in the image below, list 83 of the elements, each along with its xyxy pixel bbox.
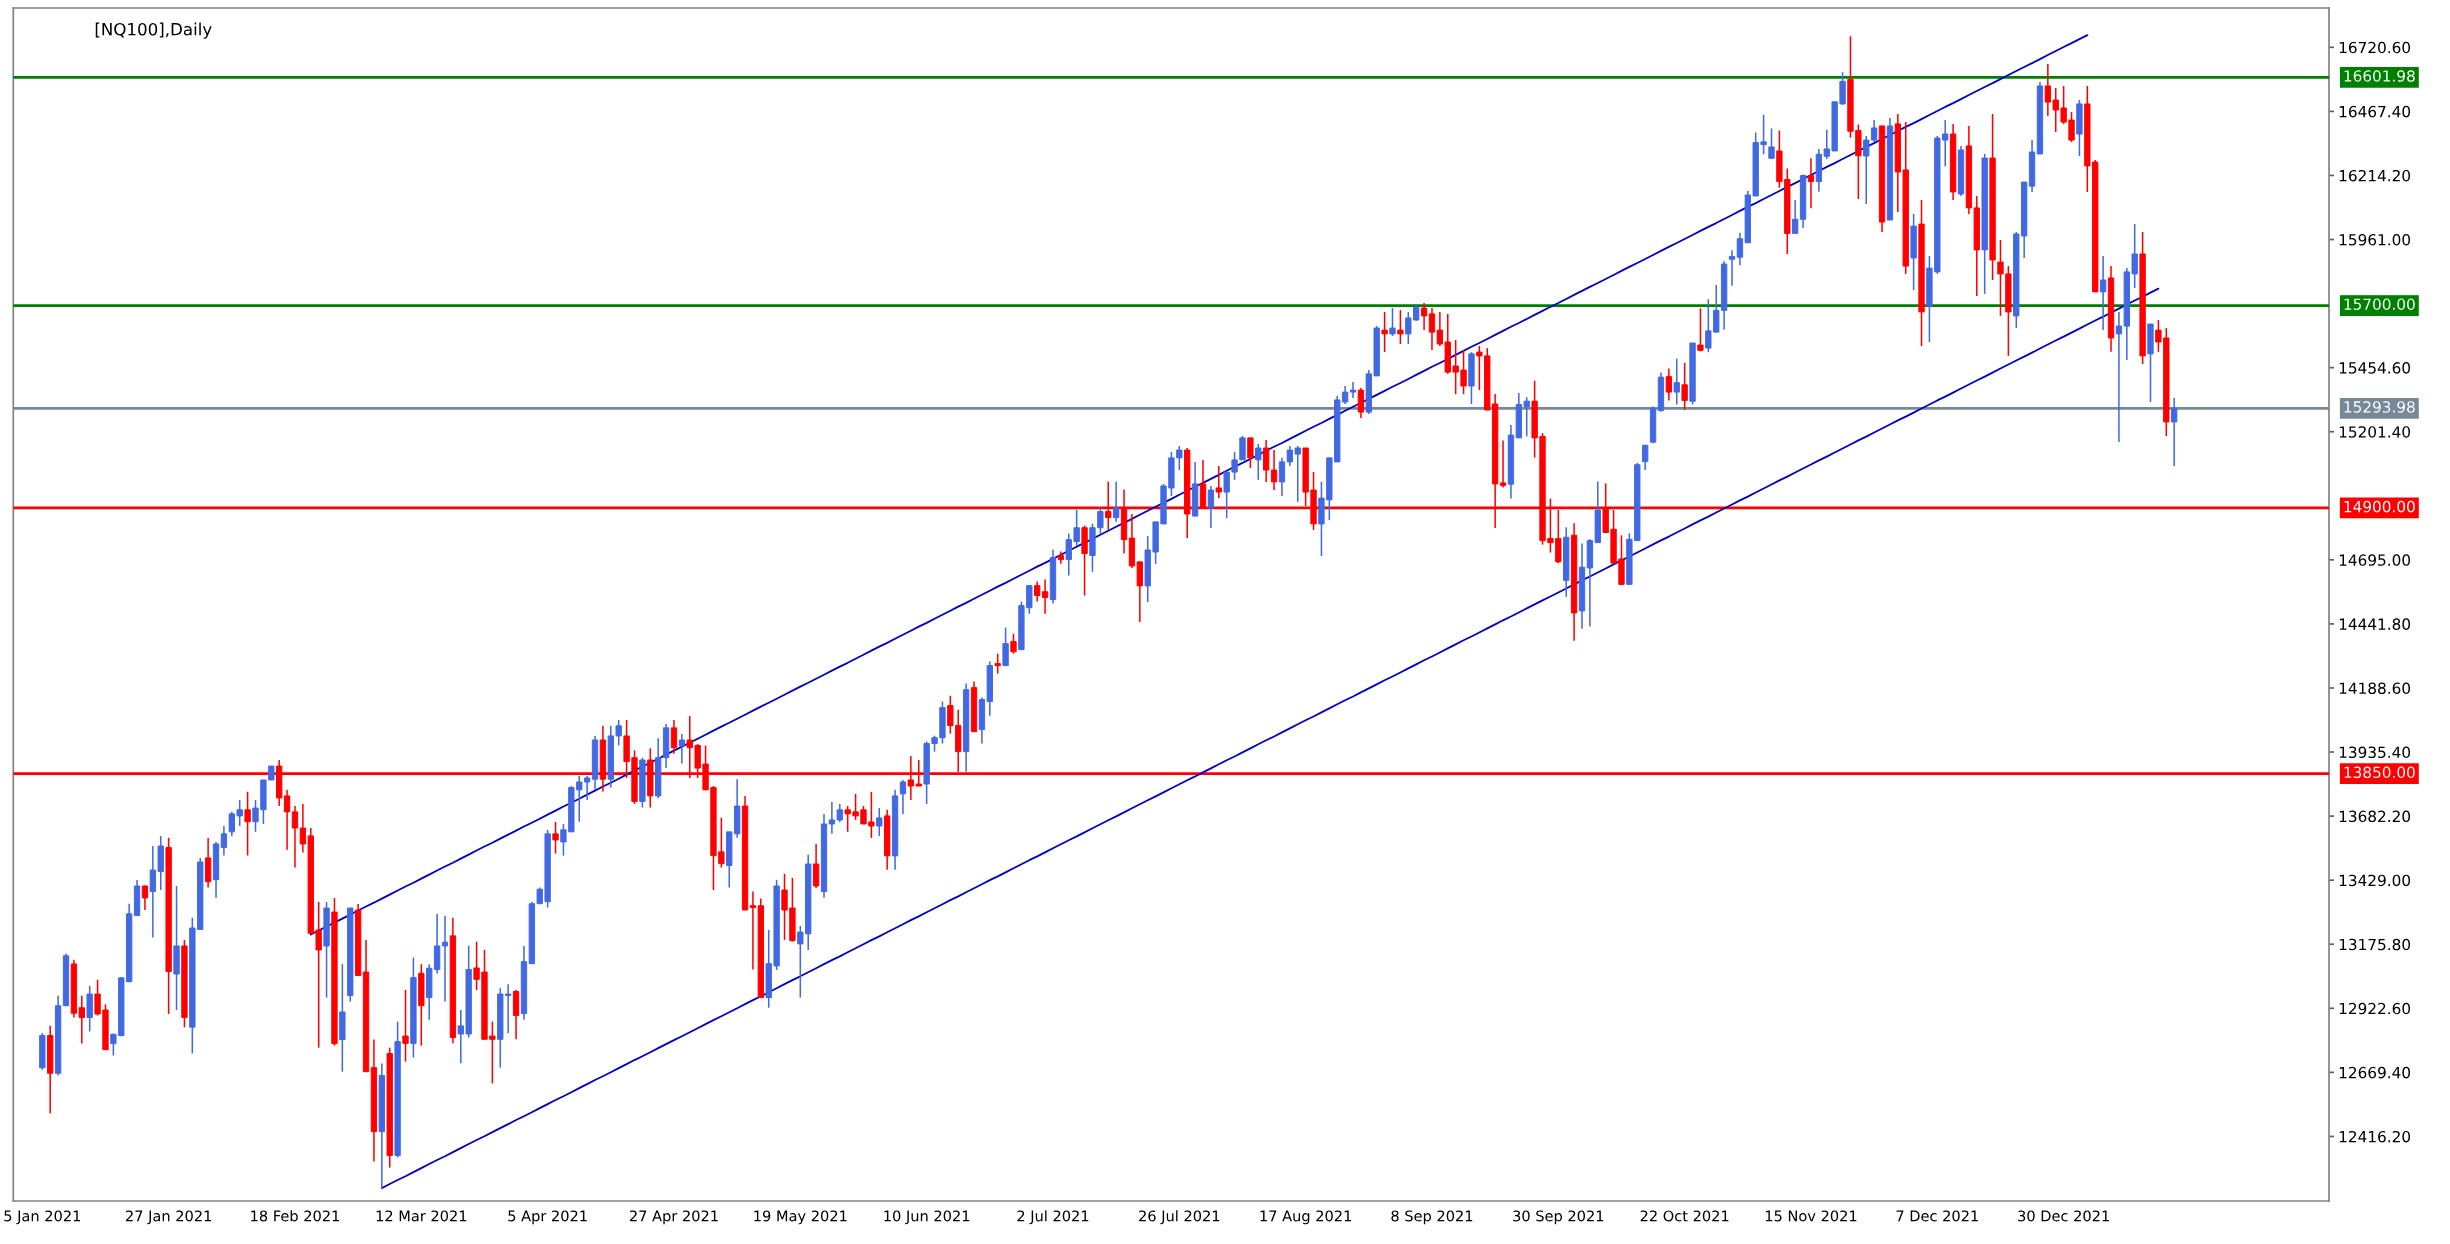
candlestick [678, 733, 686, 765]
y-tick-label: 15201.40 [2339, 426, 2411, 438]
candlestick [1207, 485, 1215, 529]
ref-line-label: 15700.00 [2344, 298, 2415, 310]
candlestick [899, 779, 907, 815]
y-tick-label: 12416.20 [2339, 1130, 2411, 1143]
candlestick [1270, 449, 1278, 491]
candlestick [402, 989, 409, 1063]
candlestick [876, 807, 883, 837]
x-tick-label: 27 Jan 2021 [126, 1210, 212, 1225]
ref-line-label: 14900.00 [2344, 500, 2415, 513]
candlestick [670, 719, 678, 755]
candlestick [1499, 439, 1507, 489]
candlestick [441, 915, 449, 1003]
y-tick-label: 15454.60 [2339, 362, 2411, 374]
x-tick-label: 2 Jul 2021 [1017, 1210, 1089, 1225]
y-tick-label: 14188.60 [2339, 682, 2411, 694]
ref-line-label: 16601.98 [2344, 70, 2415, 82]
candlestick [1728, 249, 1736, 287]
candlestick [1428, 307, 1436, 351]
candlestick [1381, 311, 1388, 353]
candlestick [1215, 465, 1222, 499]
candlestick [1255, 443, 1262, 481]
x-tick-label: 19 May 2021 [754, 1210, 847, 1225]
x-tick-label: 17 Aug 2021 [1260, 1210, 1352, 1225]
x-tick-label: 7 Dec 2021 [1896, 1210, 1978, 1222]
candlestick [1349, 381, 1357, 399]
candlestick [2099, 255, 2107, 331]
x-tick-label: 5 Apr 2021 [508, 1210, 587, 1225]
x-tick-label: 26 Jul 2021 [1139, 1210, 1220, 1225]
x-tick-label: 30 Sep 2021 [1513, 1210, 1604, 1225]
candlestick [1002, 626, 1009, 667]
ref-line-label: 13850.00 [2344, 766, 2415, 779]
y-tick-label: 13175.80 [2339, 938, 2411, 951]
candlestick [1397, 309, 1404, 345]
line-series [380, 287, 2160, 1190]
x-tick-label: 5 Jan 2021 [4, 1210, 81, 1225]
y-tick-label: 16720.60 [2339, 41, 2411, 54]
x-tick-label: 27 Apr 2021 [629, 1210, 718, 1225]
candlestick [1262, 439, 1270, 483]
y-tick-label: 13429.00 [2339, 874, 2411, 887]
y-tick-label: 16214.20 [2339, 169, 2411, 182]
text: [NQ100],Daily [95, 22, 212, 39]
candlestick [86, 985, 93, 1033]
candlestick [244, 791, 251, 857]
x-tick-label: 30 Dec 2021 [2018, 1210, 2109, 1222]
x-tick-label: 8 Sep 2021 [1391, 1210, 1473, 1225]
y-tick-label: 15961.00 [2339, 233, 2411, 246]
candlestick [1278, 457, 1286, 497]
candlestick [1681, 361, 1688, 411]
candlestick [141, 884, 149, 911]
candlestick [1807, 157, 1815, 209]
candlestick [291, 805, 299, 869]
candlestick [1768, 127, 1775, 160]
x-tick-label: 10 Jun 2021 [884, 1210, 970, 1225]
x-tick-label: 15 Nov 2021 [1765, 1210, 1857, 1222]
candlestick [1641, 444, 1649, 471]
candlestick [1247, 437, 1254, 469]
candlestick [812, 843, 820, 889]
y-tick-label: 13935.40 [2339, 746, 2411, 759]
candlestick [2171, 397, 2178, 467]
candlestick [1665, 367, 1673, 402]
candlestick [994, 652, 1001, 675]
x-tick-label: 12 Mar 2021 [376, 1210, 467, 1222]
x-tick-label: 18 Feb 2021 [251, 1210, 340, 1222]
ref-line-label: 15293.98 [2344, 401, 2415, 413]
candlestick [1389, 307, 1396, 337]
candlestick [1010, 632, 1017, 655]
candlestick [1357, 387, 1365, 419]
y-tick-label: 16467.40 [2339, 105, 2411, 118]
candlestick [1673, 357, 1680, 406]
candlestick [1112, 480, 1120, 523]
y-tick-label: 12669.40 [2339, 1066, 2411, 1079]
candlestick [1697, 307, 1704, 353]
candlestick [1420, 302, 1428, 331]
y-tick-label: 14695.00 [2339, 554, 2411, 566]
candlestick [220, 825, 228, 857]
y-tick-label: 13682.20 [2339, 810, 2411, 823]
y-tick-label: 14441.80 [2339, 618, 2411, 630]
candlestick [204, 837, 212, 889]
candlestick [552, 821, 559, 855]
y-tick-label: 12922.60 [2339, 1002, 2411, 1015]
x-tick-label: 22 Oct 2021 [1640, 1210, 1729, 1222]
